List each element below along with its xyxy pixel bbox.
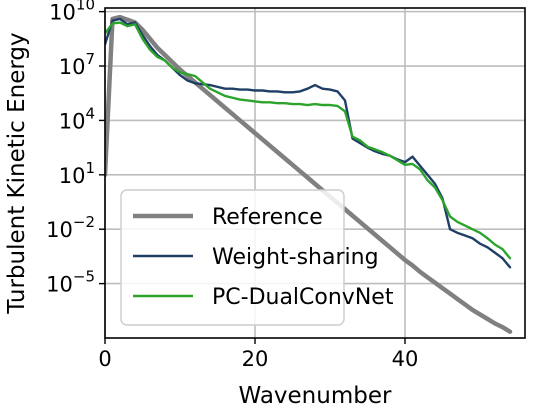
- x-axis-title: Wavenumber: [239, 383, 392, 408]
- legend-label: Reference: [212, 205, 323, 230]
- legend-box: [120, 189, 345, 326]
- y-tick-label: 107: [59, 50, 95, 79]
- y-tick-label: 104: [59, 104, 95, 133]
- legend-label: PC-DualConvNet: [212, 285, 394, 310]
- x-tick-label: 40: [392, 347, 419, 371]
- legend-entries: Reference Weight-sharing PC-DualConvNet: [133, 205, 394, 310]
- y-tick-label: 10−5: [46, 268, 95, 297]
- plot-frame: [104, 7, 526, 339]
- series-line-pc-dualconvnet: [105, 21, 512, 260]
- y-tick-label: 1010: [49, 0, 95, 25]
- legend-label: Weight-sharing: [212, 245, 379, 270]
- series-line-reference: [105, 14, 513, 334]
- series-group: [105, 14, 513, 334]
- y-tick-label: 101: [59, 159, 95, 188]
- y-tick-labels: 1010 107 104 101 10−2 10−5: [46, 0, 95, 297]
- ticks: [99, 10, 406, 344]
- x-tick-label: 20: [242, 347, 269, 371]
- x-tick-label: 0: [98, 347, 111, 371]
- y-tick-label: 10−2: [46, 213, 95, 242]
- x-tick-labels: 0 20 40: [98, 347, 418, 371]
- legend: Reference Weight-sharing PC-DualConvNet: [120, 189, 394, 326]
- y-axis-title: Turbulent Kinetic Energy: [4, 32, 30, 314]
